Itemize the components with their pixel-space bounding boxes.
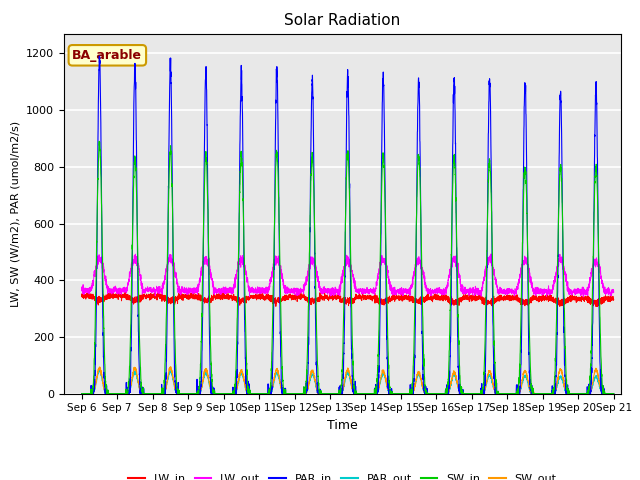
PAR_out [328,391,335,396]
Line: LW_in: LW_in [82,292,614,307]
SW_out [167,364,175,370]
LW_out [609,290,617,296]
LW_in [122,289,129,295]
SW_in [173,386,181,392]
SW_in [609,391,617,396]
LW_in [173,294,181,300]
SW_in [78,391,86,396]
LW_out [467,287,474,292]
LW_in [593,304,601,310]
PAR_out [609,391,617,396]
SW_in [497,391,505,396]
SW_in [328,391,335,396]
SW_in [610,391,618,396]
Y-axis label: LW, SW (W/m2), PAR (umol/m2/s): LW, SW (W/m2), PAR (umol/m2/s) [11,120,20,307]
PAR_out [467,391,475,396]
LW_out [328,293,335,299]
PAR_out [173,390,181,396]
SW_out [438,391,445,396]
PAR_in [173,388,181,394]
PAR_out [610,391,618,396]
PAR_in [438,391,445,396]
Line: SW_out: SW_out [82,367,614,394]
PAR_in [609,391,617,396]
LW_in [497,295,505,301]
LW_out [78,288,86,293]
LW_out [173,280,181,286]
PAR_in [95,53,103,59]
LW_out [497,287,505,293]
SW_in [95,138,103,144]
LW_in [467,295,475,301]
LW_in [609,296,617,302]
SW_out [497,391,505,396]
SW_out [78,391,86,396]
PAR_in [78,391,86,396]
LW_in [78,292,86,298]
Line: LW_out: LW_out [82,254,614,297]
LW_in [438,297,445,303]
Title: Solar Radiation: Solar Radiation [284,13,401,28]
LW_out [579,294,587,300]
SW_out [609,391,617,396]
SW_out [328,391,335,396]
PAR_in [610,391,618,396]
SW_out [173,390,181,396]
LW_out [610,289,618,295]
LW_in [610,297,618,302]
Line: PAR_out: PAR_out [82,370,614,394]
Legend: LW_in, LW_out, PAR_in, PAR_out, SW_in, SW_out: LW_in, LW_out, PAR_in, PAR_out, SW_in, S… [124,469,561,480]
PAR_out [438,391,445,396]
Line: PAR_in: PAR_in [82,56,614,394]
LW_in [328,292,335,298]
PAR_out [95,367,103,373]
PAR_in [497,391,505,396]
PAR_in [328,391,335,396]
LW_out [487,251,495,257]
X-axis label: Time: Time [327,419,358,432]
SW_out [610,391,618,396]
PAR_out [497,391,505,396]
Text: BA_arable: BA_arable [72,49,142,62]
LW_out [437,288,445,294]
PAR_out [78,391,86,396]
PAR_in [467,391,475,396]
SW_out [467,391,475,396]
SW_in [467,391,475,396]
SW_in [438,391,445,396]
Line: SW_in: SW_in [82,141,614,394]
